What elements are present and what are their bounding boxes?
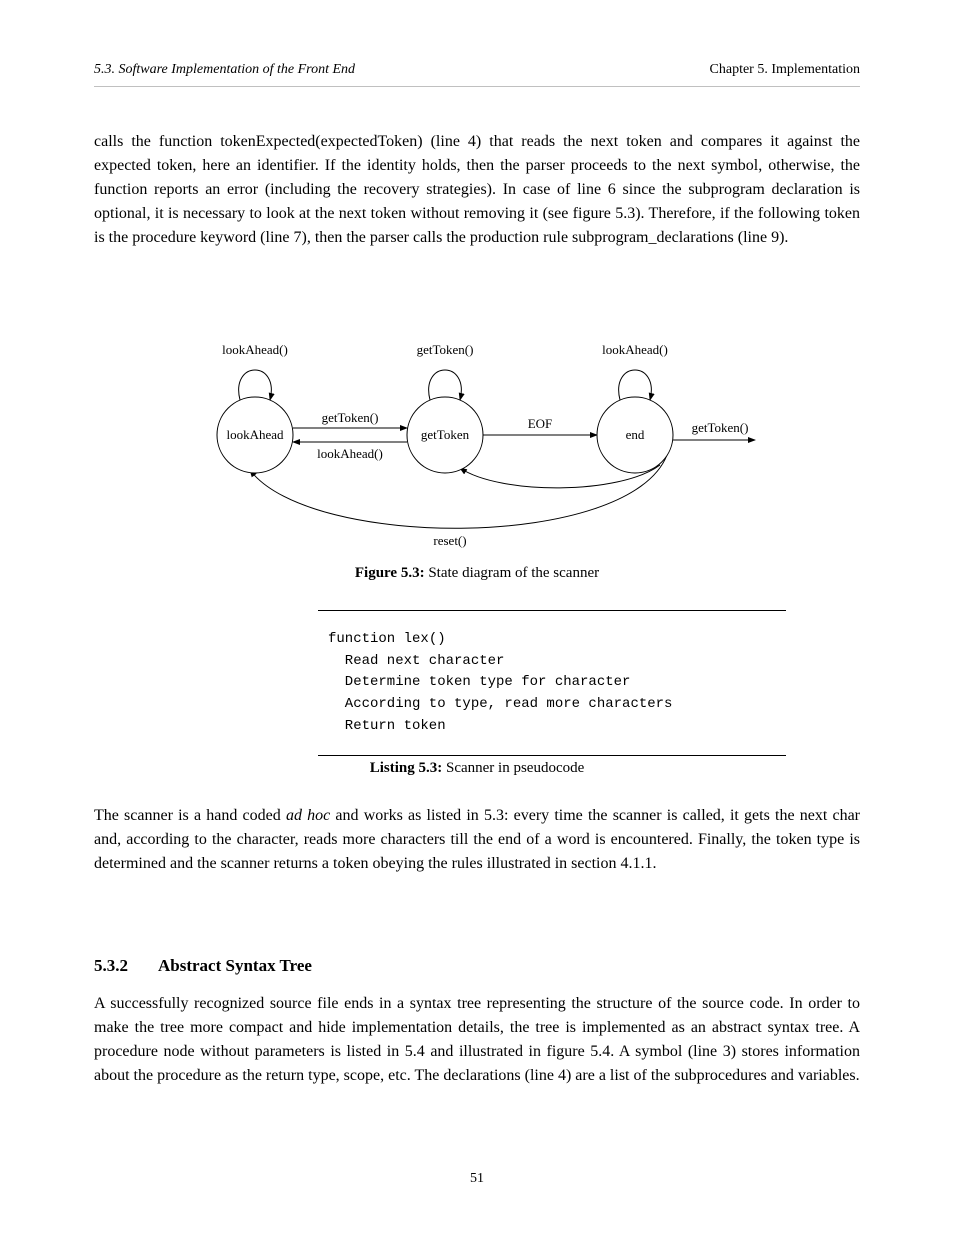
- edge-label: lookAhead(): [222, 342, 288, 357]
- code-line: Return token: [328, 716, 776, 738]
- edge-label: getToken(): [692, 420, 749, 435]
- edge-label: reset(): [433, 533, 466, 548]
- edge-label: getToken(): [417, 342, 474, 357]
- header-rule: [94, 86, 860, 87]
- code-line: Read next character: [328, 651, 776, 673]
- listing-caption-text: Scanner in pseudocode: [442, 760, 584, 776]
- code-line: According to type, read more characters: [328, 694, 776, 716]
- figure-caption: Figure 5.3: State diagram of the scanner: [94, 565, 860, 582]
- listing-caption-prefix: Listing 5.3:: [370, 760, 443, 776]
- edge-label: lookAhead(): [317, 446, 383, 461]
- paragraph-2: The scanner is a hand coded ad hoc and w…: [94, 804, 860, 876]
- node-label: lookAhead: [226, 427, 284, 442]
- section-title: Abstract Syntax Tree: [158, 956, 312, 976]
- node-label: end: [626, 427, 645, 442]
- listing-caption: Listing 5.3: Scanner in pseudocode: [94, 760, 860, 777]
- header-right: Chapter 5. Implementation: [710, 62, 860, 78]
- edge-label: getToken(): [322, 410, 379, 425]
- code-line: Determine token type for character: [328, 672, 776, 694]
- edge-label: EOF: [528, 416, 553, 431]
- code-line: function lex(): [328, 629, 776, 651]
- paragraph-1: calls the function tokenExpected(expecte…: [94, 130, 860, 250]
- section-number: 5.3.2: [94, 956, 128, 976]
- code-listing: function lex() Read next character Deter…: [318, 610, 786, 756]
- paragraph-3: A successfully recognized source file en…: [94, 992, 860, 1088]
- header-left: 5.3. Software Implementation of the Fron…: [94, 62, 355, 78]
- page-number: 51: [0, 1171, 954, 1187]
- state-diagram: lookAhead() getToken() lookAhead() getTo…: [190, 340, 780, 550]
- node-label: getToken: [421, 427, 470, 442]
- figure-caption-text: State diagram of the scanner: [425, 565, 600, 581]
- figure-caption-prefix: Figure 5.3:: [355, 565, 425, 581]
- edge-label: lookAhead(): [602, 342, 668, 357]
